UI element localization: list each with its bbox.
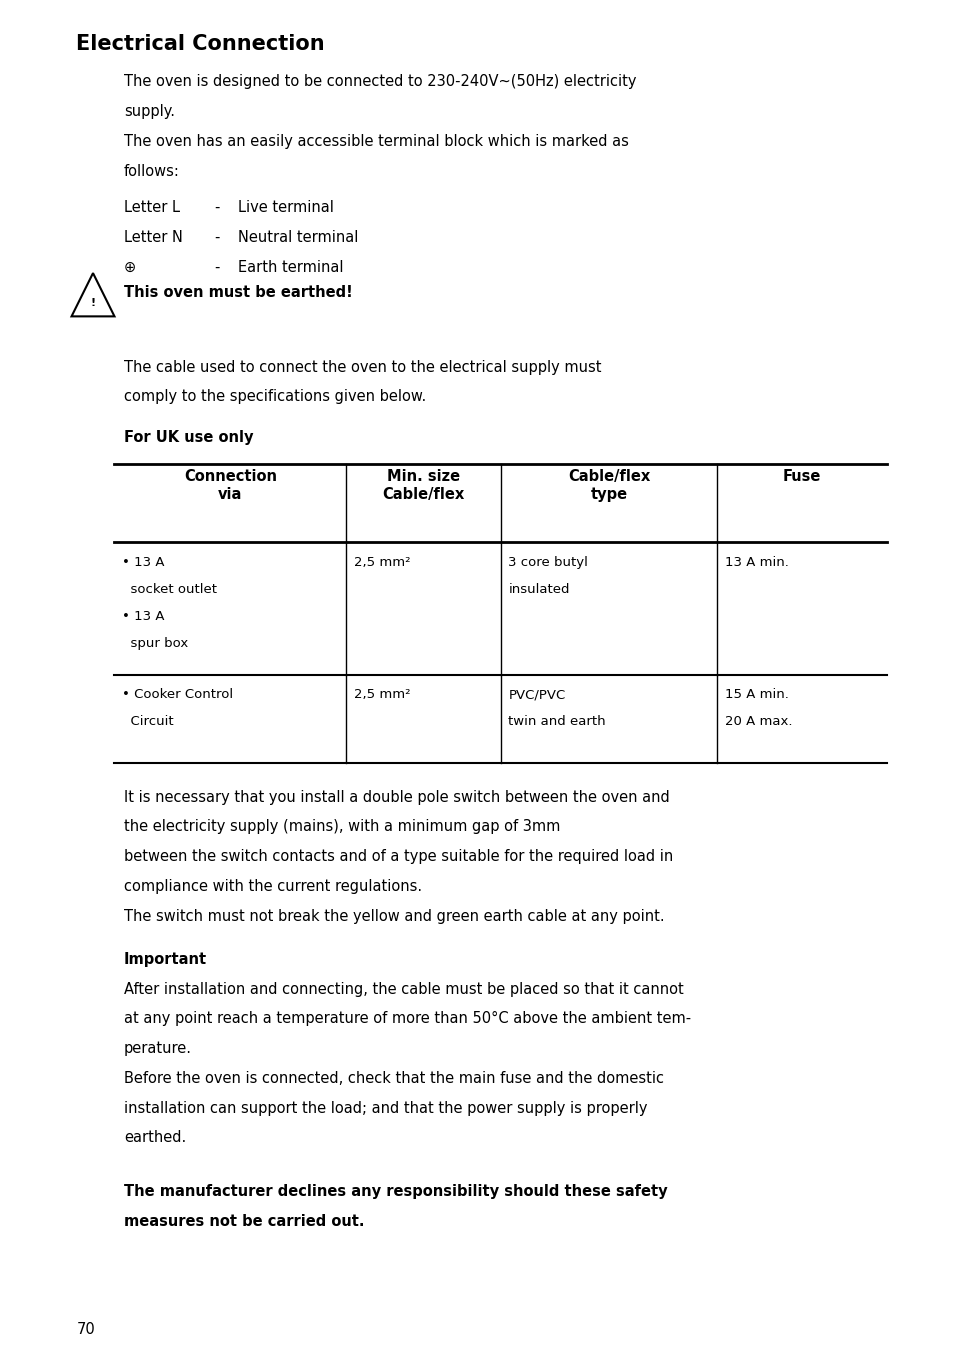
Text: Earth terminal: Earth terminal: [238, 260, 344, 274]
Text: • 13 A: • 13 A: [122, 610, 165, 623]
Text: Connection
via: Connection via: [184, 469, 276, 502]
Text: twin and earth: twin and earth: [508, 715, 605, 729]
Text: socket outlet: socket outlet: [122, 583, 217, 596]
Text: Important: Important: [124, 952, 207, 967]
Text: • 13 A: • 13 A: [122, 556, 165, 569]
Text: PVC/PVC: PVC/PVC: [508, 688, 565, 702]
Text: 15 A min.: 15 A min.: [724, 688, 788, 702]
Text: This oven must be earthed!: This oven must be earthed!: [124, 285, 353, 300]
Text: Fuse: Fuse: [782, 469, 821, 484]
Text: 70: 70: [76, 1322, 95, 1337]
Text: the electricity supply (mains), with a minimum gap of 3mm: the electricity supply (mains), with a m…: [124, 819, 559, 834]
Text: For UK use only: For UK use only: [124, 430, 253, 445]
Text: The oven has an easily accessible terminal block which is marked as: The oven has an easily accessible termin…: [124, 134, 628, 149]
Text: 3 core butyl: 3 core butyl: [508, 556, 588, 569]
Text: 13 A min.: 13 A min.: [724, 556, 788, 569]
Text: earthed.: earthed.: [124, 1130, 186, 1145]
Text: The oven is designed to be connected to 230-240V~(50Hz) electricity: The oven is designed to be connected to …: [124, 74, 636, 89]
Text: at any point reach a temperature of more than 50°C above the ambient tem-: at any point reach a temperature of more…: [124, 1011, 690, 1026]
Text: measures not be carried out.: measures not be carried out.: [124, 1214, 364, 1229]
Text: After installation and connecting, the cable must be placed so that it cannot: After installation and connecting, the c…: [124, 982, 683, 996]
Text: perature.: perature.: [124, 1041, 192, 1056]
Text: ⊕: ⊕: [124, 260, 136, 274]
Text: !: !: [91, 297, 95, 308]
Text: installation can support the load; and that the power supply is properly: installation can support the load; and t…: [124, 1101, 647, 1115]
Text: supply.: supply.: [124, 104, 174, 119]
Text: Letter N: Letter N: [124, 230, 183, 245]
Text: 2,5 mm²: 2,5 mm²: [354, 688, 410, 702]
Text: The cable used to connect the oven to the electrical supply must: The cable used to connect the oven to th…: [124, 360, 601, 375]
Text: The manufacturer declines any responsibility should these safety: The manufacturer declines any responsibi…: [124, 1184, 667, 1199]
Text: insulated: insulated: [508, 583, 569, 596]
Text: Letter L: Letter L: [124, 200, 180, 215]
Text: Cable/flex
type: Cable/flex type: [567, 469, 650, 502]
Text: • Cooker Control: • Cooker Control: [122, 688, 233, 702]
Text: between the switch contacts and of a type suitable for the required load in: between the switch contacts and of a typ…: [124, 849, 673, 864]
Text: compliance with the current regulations.: compliance with the current regulations.: [124, 879, 421, 894]
Text: 20 A max.: 20 A max.: [724, 715, 792, 729]
Text: Before the oven is connected, check that the main fuse and the domestic: Before the oven is connected, check that…: [124, 1071, 663, 1086]
Text: The switch must not break the yellow and green earth cable at any point.: The switch must not break the yellow and…: [124, 909, 664, 923]
Text: Circuit: Circuit: [122, 715, 173, 729]
Text: -: -: [214, 260, 220, 274]
Text: spur box: spur box: [122, 637, 188, 650]
Text: Neutral terminal: Neutral terminal: [238, 230, 358, 245]
Text: follows:: follows:: [124, 164, 180, 178]
Text: -: -: [214, 200, 220, 215]
Text: Min. size
Cable/flex: Min. size Cable/flex: [382, 469, 464, 502]
Text: It is necessary that you install a double pole switch between the oven and: It is necessary that you install a doubl…: [124, 790, 669, 804]
Text: 2,5 mm²: 2,5 mm²: [354, 556, 410, 569]
Text: Live terminal: Live terminal: [238, 200, 334, 215]
Text: comply to the specifications given below.: comply to the specifications given below…: [124, 389, 426, 404]
Text: Electrical Connection: Electrical Connection: [76, 34, 325, 54]
Text: -: -: [214, 230, 220, 245]
